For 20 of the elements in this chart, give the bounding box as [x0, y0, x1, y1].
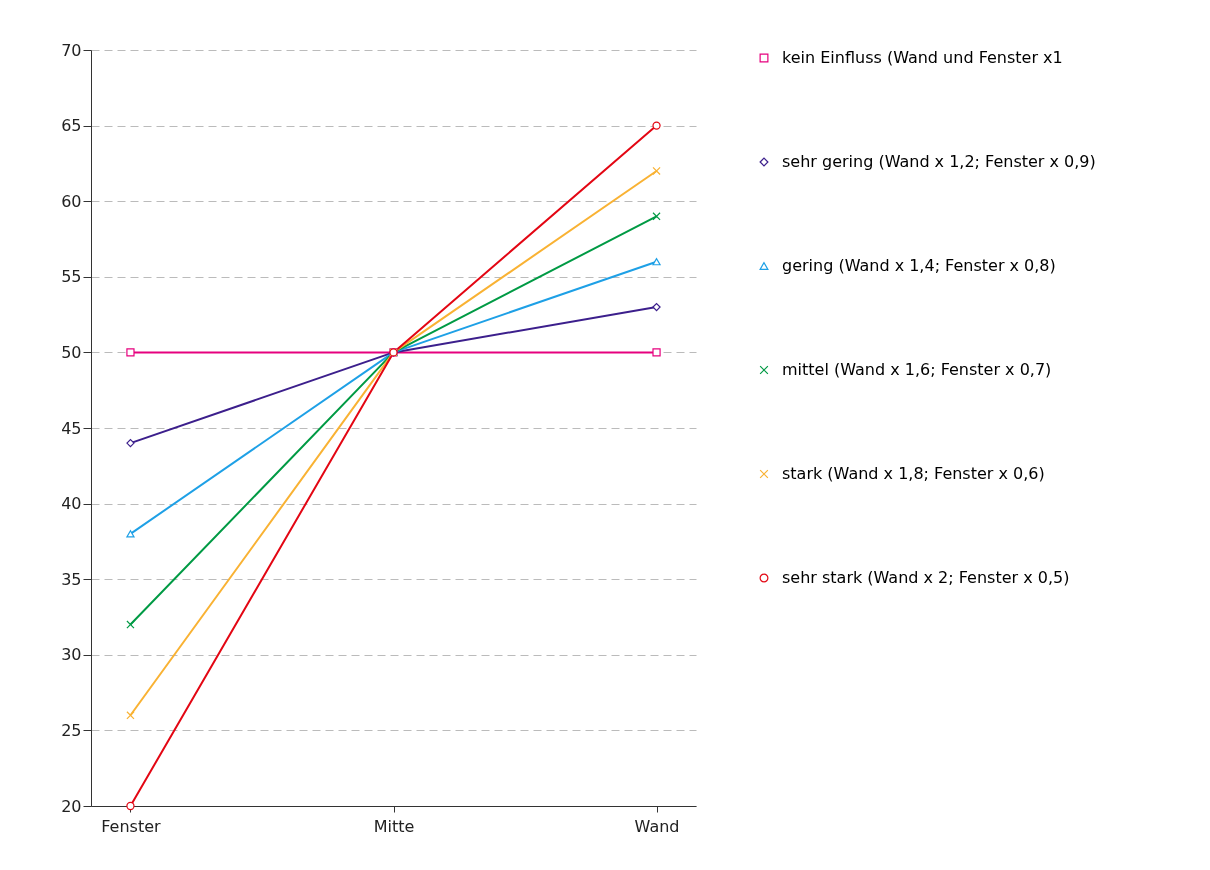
y-tick-label: 30 — [61, 645, 82, 665]
y-tick-label: 25 — [61, 720, 82, 740]
y-tick-label: 45 — [61, 418, 82, 438]
legend-label: stark (Wand x 1,8; Fenster x 0,6) — [782, 464, 1045, 483]
legend-label: sehr gering (Wand x 1,2; Fenster x 0,9) — [782, 152, 1096, 171]
y-tick-label: 60 — [61, 191, 82, 211]
legend-label: mittel (Wand x 1,6; Fenster x 0,7) — [782, 360, 1052, 379]
x-tick-label: Mitte — [373, 816, 415, 836]
y-tick-label: 70 — [61, 40, 82, 60]
y-tick-label: 20 — [61, 796, 82, 816]
legend-label: gering (Wand x 1,4; Fenster x 0,8) — [782, 256, 1056, 275]
legend-label: sehr stark (Wand x 2; Fenster x 0,5) — [782, 568, 1070, 587]
x-tick-label: Wand — [634, 816, 680, 836]
y-tick-label: 40 — [61, 494, 82, 514]
y-tick-label: 65 — [61, 116, 82, 136]
y-tick-label: 35 — [61, 569, 82, 589]
x-tick-label: Fenster — [101, 816, 162, 836]
y-tick-label: 55 — [61, 267, 82, 287]
y-tick-label: 50 — [61, 342, 82, 362]
legend-label: kein Einfluss (Wand und Fenster x1 — [782, 48, 1063, 67]
